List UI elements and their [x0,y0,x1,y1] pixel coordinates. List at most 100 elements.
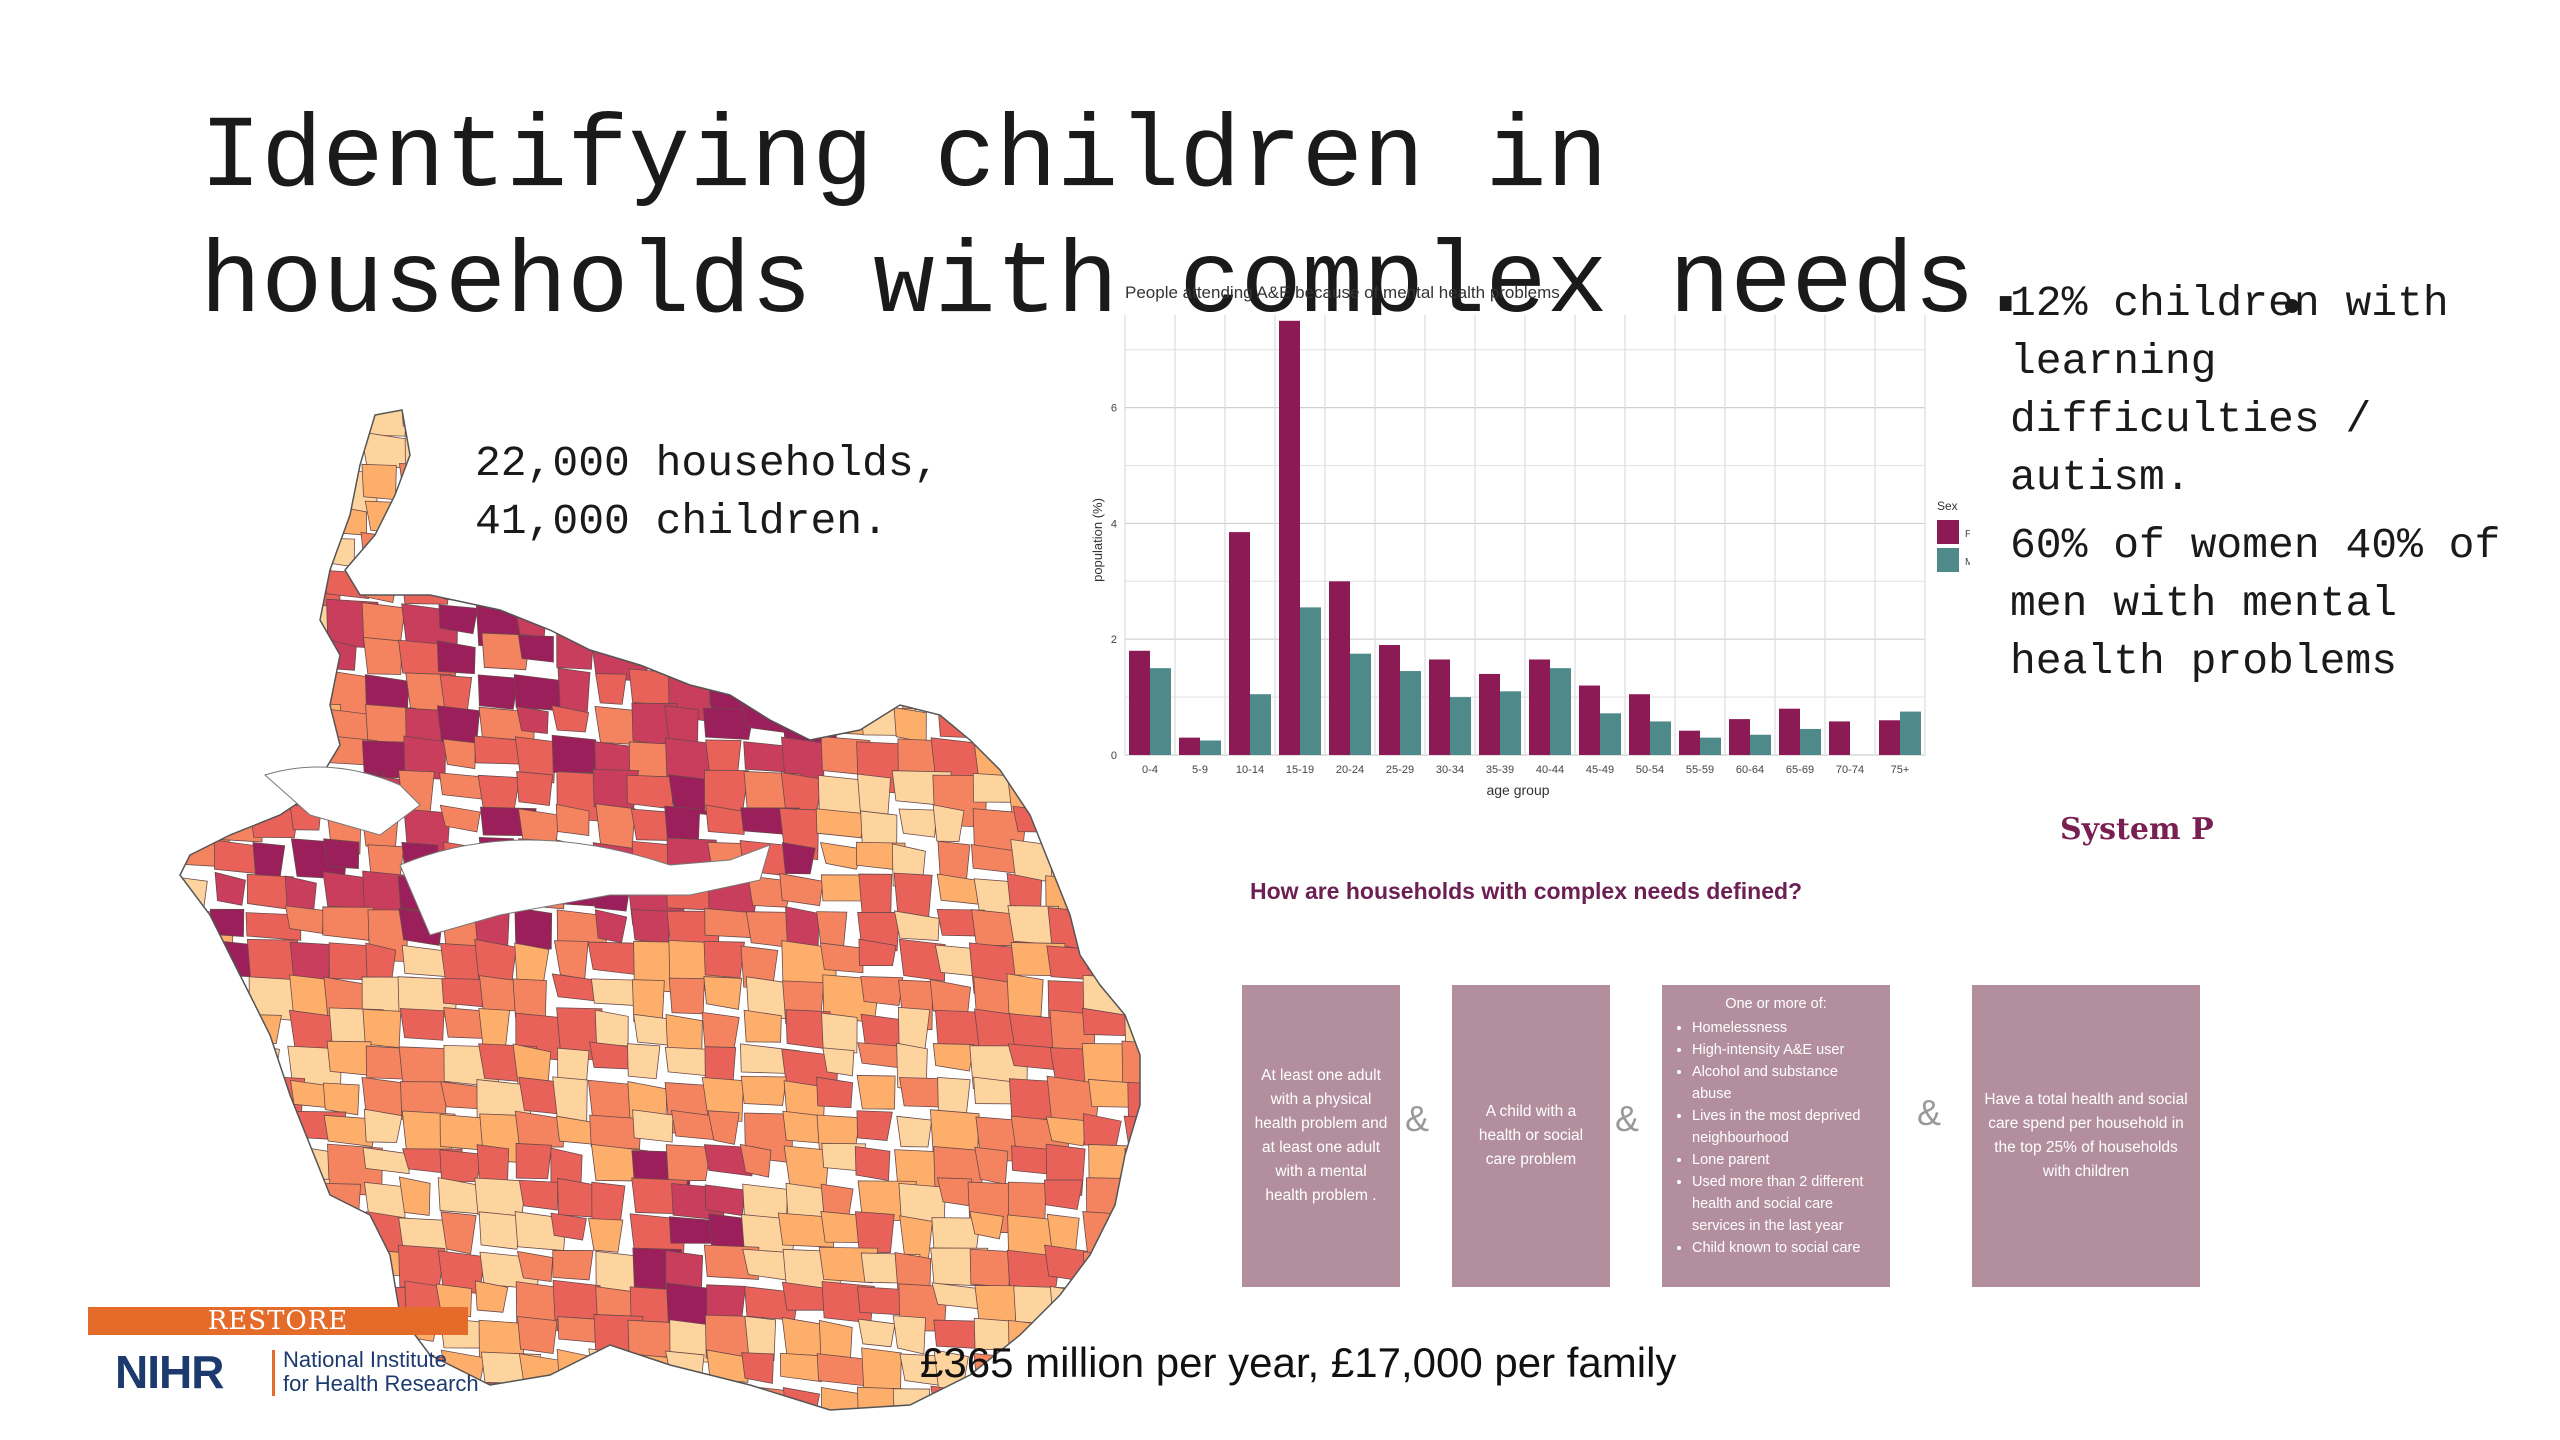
map-region [212,410,257,430]
map-region [936,532,997,582]
map-region [1046,1213,1080,1251]
map-region [930,672,977,716]
map-region [245,410,294,442]
map-region [815,569,856,609]
bar-m-25-29 [1400,671,1421,755]
map-region [363,1108,403,1143]
map-region [286,500,338,547]
map-region [180,1075,210,1115]
map-region [1159,1283,1170,1317]
map-region [180,430,205,472]
map-region [893,707,927,744]
map-region [969,1210,1004,1240]
map-region [322,1082,360,1116]
legend-swatch-f [1937,520,1959,544]
map-region [214,1181,251,1224]
map-region [784,667,840,700]
map-region [290,1218,348,1261]
map-region [552,1076,588,1123]
map-region [1012,740,1062,787]
map-region [816,1076,854,1109]
map-region [326,1040,372,1076]
map-region [209,567,253,614]
map-region [1006,973,1044,1017]
map-region [552,1250,594,1281]
map-region [972,531,1010,583]
bar-f-40-44 [1529,659,1550,755]
chart-ytick-label: 0 [1111,750,1117,762]
map-region [856,635,913,674]
bar-m-60-64 [1750,734,1771,755]
map-region [289,535,335,587]
chart-xtick-label: 25-29 [1386,764,1414,776]
map-region [478,1211,523,1250]
map-region [1083,1251,1131,1300]
criteria-box3-item: High-intensity A&E user [1692,1039,1878,1061]
map-region [514,736,557,784]
map-region [180,1148,214,1195]
map-region [251,1146,301,1197]
map-region [819,842,863,870]
map-region [746,598,805,630]
bar-f-65-69 [1779,708,1800,755]
bar-f-55-59 [1679,730,1700,755]
bar-f-50-54 [1629,694,1650,755]
ampersand-3: & [1917,1092,1942,1133]
map-region [211,772,246,820]
map-region [855,565,889,593]
map-region [670,638,723,673]
map-region [551,734,597,773]
map-region [180,706,222,750]
map-region [400,410,446,430]
map-region [513,410,545,434]
map-region [780,1352,824,1383]
criteria-box3-item: Homelessness [1692,1017,1878,1039]
map-region [782,600,826,646]
map-region [898,808,938,838]
criteria-box-one-or-more: One or more of: HomelessnessHigh-intensi… [1662,985,1890,1287]
map-region [594,410,640,427]
map-region [932,804,965,843]
map-region [968,703,1007,740]
map-region [1085,908,1139,959]
map-region [325,1214,378,1242]
map-region [436,640,476,675]
map-region [932,601,982,645]
map-region [896,1115,933,1148]
map-region [253,635,293,663]
map-region [594,909,628,944]
map-region [593,1387,648,1410]
map-region [288,464,341,507]
criteria-box-child-health: A child with a health or social care pro… [1452,985,1610,1287]
map-region [972,772,1030,803]
map-region [706,1349,751,1383]
map-region [664,599,707,634]
map-region [214,603,259,636]
map-region [364,410,422,437]
map-region [1162,842,1170,889]
map-region [1006,704,1057,747]
map-region [630,632,684,667]
map-region [442,738,476,770]
legend-label-m: M [1965,557,1970,568]
criteria-box3-item: Alcohol and substance abuse [1692,1061,1878,1105]
map-region [213,839,259,874]
map-region [820,605,862,658]
bar-f-15-19 [1279,320,1300,755]
households-stat: 22,000 households, 41,000 children. [475,439,940,546]
map-region [214,1216,248,1256]
bar-m-30-34 [1450,697,1471,755]
map-region [180,603,210,647]
map-region [969,1248,1011,1288]
map-region [707,1110,740,1145]
ampersand-2: & [1615,1098,1640,1139]
map-region [588,1218,624,1253]
map-region [854,1146,891,1182]
map-region [180,975,209,1020]
map-region [513,674,563,711]
map-region [973,601,1034,637]
map-region [214,741,268,788]
map-region [893,604,946,649]
map-region [1159,1253,1170,1302]
map-region [439,804,481,833]
